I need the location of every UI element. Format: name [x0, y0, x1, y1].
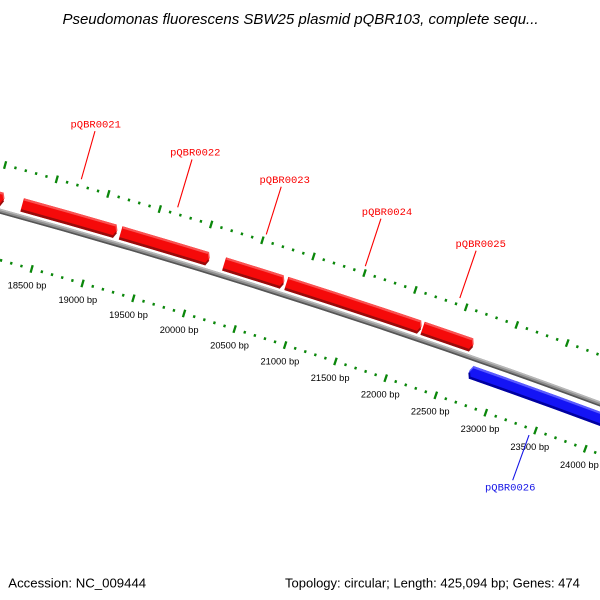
- svg-text:18500 bp: 18500 bp: [8, 281, 47, 291]
- svg-text:pQBR0022: pQBR0022: [170, 148, 220, 160]
- svg-text:22000 bp: 22000 bp: [361, 390, 400, 400]
- svg-text:20000 bp: 20000 bp: [160, 325, 199, 335]
- svg-text:pQBR0023: pQBR0023: [259, 175, 309, 187]
- svg-text:21500 bp: 21500 bp: [311, 373, 350, 383]
- svg-text:Topology: circular; Length: 42: Topology: circular; Length: 425,094 bp; …: [285, 575, 580, 590]
- svg-text:pQBR0021: pQBR0021: [70, 119, 120, 131]
- svg-text:20500 bp: 20500 bp: [210, 341, 249, 351]
- svg-text:pQBR0024: pQBR0024: [362, 207, 412, 219]
- svg-text:23000 bp: 23000 bp: [461, 424, 500, 434]
- svg-text:Accession: NC_009444: Accession: NC_009444: [8, 575, 146, 590]
- svg-text:pQBR0026: pQBR0026: [485, 482, 535, 494]
- svg-text:23500 bp: 23500 bp: [510, 442, 549, 452]
- svg-text:Pseudomonas fluorescens SBW25: Pseudomonas fluorescens SBW25 plasmid pQ…: [62, 11, 538, 28]
- svg-text:pQBR0025: pQBR0025: [455, 239, 505, 251]
- svg-text:24000 bp: 24000 bp: [560, 460, 599, 470]
- svg-text:19000 bp: 19000 bp: [58, 295, 97, 305]
- svg-text:21000 bp: 21000 bp: [261, 357, 300, 367]
- svg-text:19500 bp: 19500 bp: [109, 310, 148, 320]
- svg-text:22500 bp: 22500 bp: [411, 407, 450, 417]
